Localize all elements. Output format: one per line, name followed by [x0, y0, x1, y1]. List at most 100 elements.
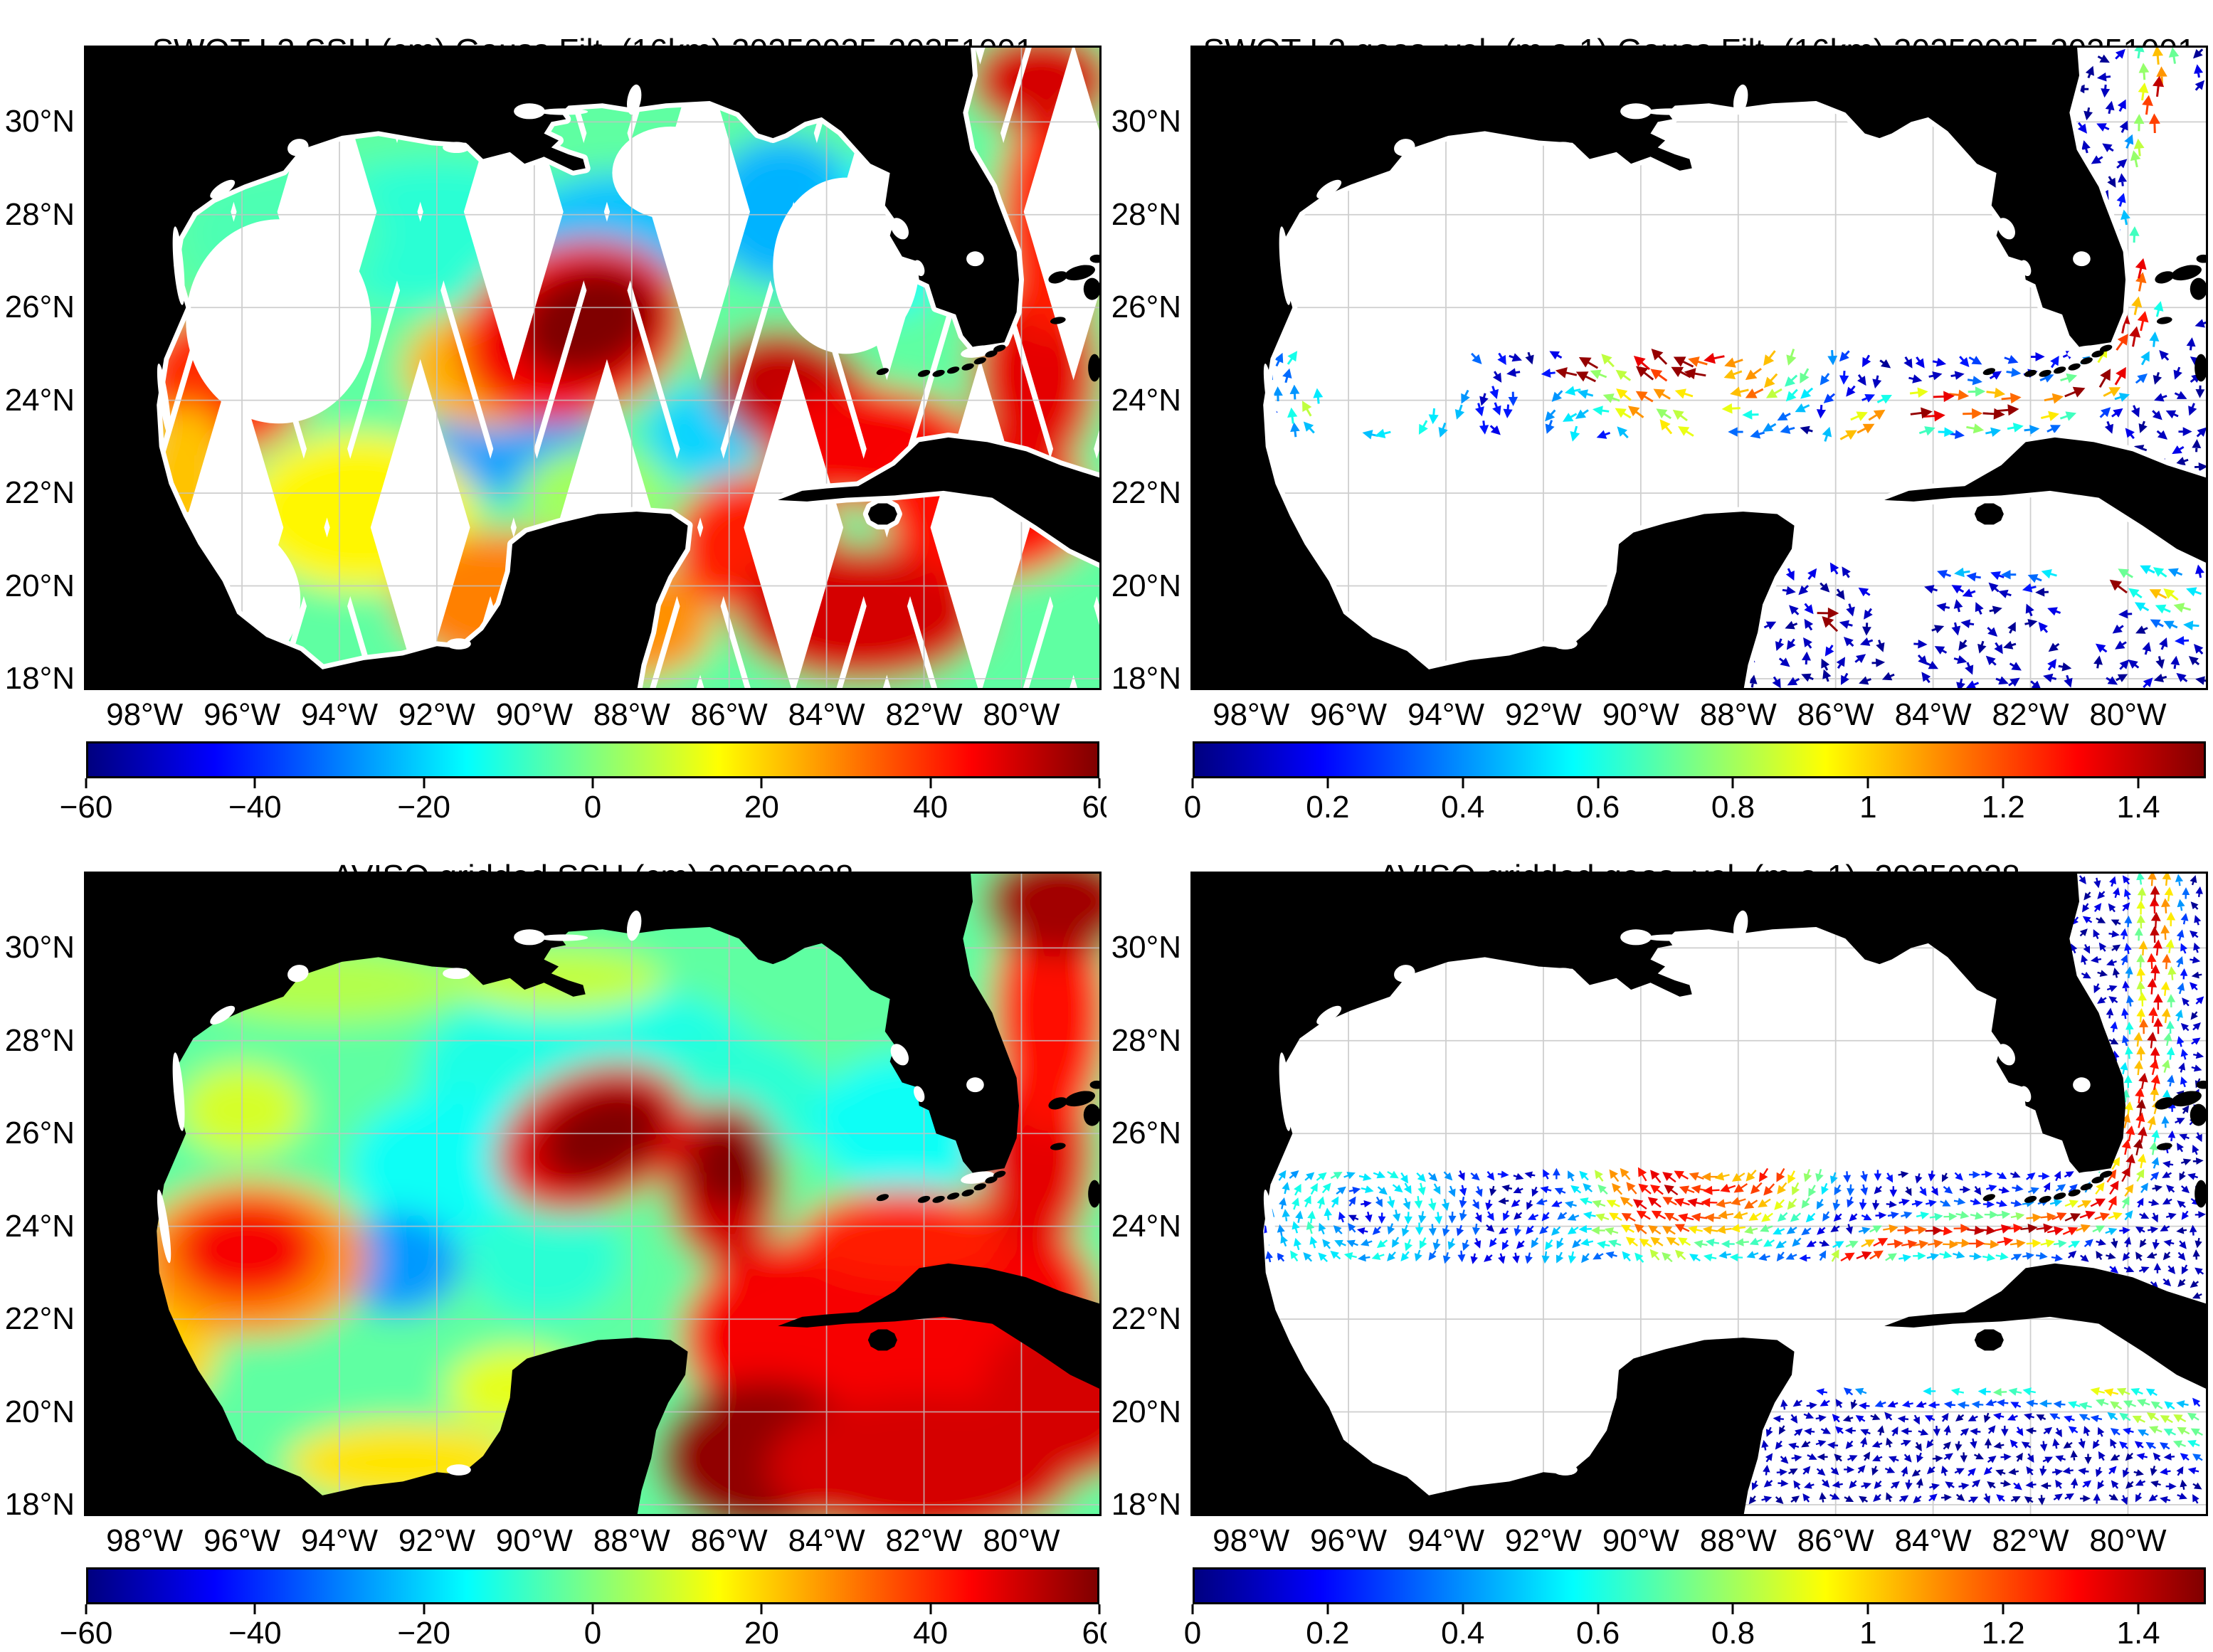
- colorbar-tick-label: 0.6: [1576, 1616, 1620, 1651]
- lon-tick-label: 90°W: [495, 697, 573, 732]
- lon-tick-label: 88°W: [1699, 1523, 1777, 1558]
- colorbar-tick-mark: [591, 1604, 594, 1614]
- map-frame: 30°N 28°N 26°N 24°N 22°N 20°N 18°N: [1111, 872, 2208, 1522]
- lon-tick-label: 80°W: [2089, 697, 2167, 732]
- lon-tick-label: 98°W: [106, 697, 184, 732]
- lat-tick-label: 28°N: [1111, 196, 1181, 232]
- colorbar-tick-label: 1: [1859, 1616, 1877, 1651]
- lat-tick-label: 22°N: [4, 1301, 75, 1337]
- lon-tick-label: 98°W: [1213, 1523, 1290, 1558]
- lon-tick-label: 82°W: [1992, 1523, 2069, 1558]
- lon-tick-label: 96°W: [204, 697, 281, 732]
- lat-tick-label: 18°N: [4, 660, 75, 696]
- colorbar-tick-mark: [1597, 1604, 1600, 1614]
- lon-tick-label: 92°W: [398, 697, 475, 732]
- colorbar-tick-mark: [423, 1604, 426, 1614]
- velocity-arrows: [1264, 48, 2206, 688]
- lon-tick-label: 92°W: [398, 1523, 475, 1558]
- map-frame: 30°N 28°N 26°N 24°N 22°N 20°N 18°N: [5, 46, 1102, 696]
- map-swot-ssh: [86, 48, 1099, 688]
- lat-tick-label: 18°N: [4, 1486, 75, 1522]
- colorbar-tick-label: 0: [583, 790, 602, 825]
- lon-tick-label: 98°W: [106, 1523, 184, 1558]
- colorbar-tick-mark: [1731, 1604, 1734, 1614]
- colorbar-tick-label: 0.4: [1441, 790, 1485, 825]
- colorbar-velocity: 0 0.2 0.4 0.6 0.8 1 1.2 1.4: [1184, 1567, 2206, 1651]
- colorbar-tick-label: 60: [1082, 790, 1106, 825]
- lat-tick-label: 20°N: [1111, 1394, 1181, 1429]
- lon-tick-label: 86°W: [690, 697, 768, 732]
- colorbar-tick-label: 60: [1082, 1616, 1106, 1651]
- colorbar-gradient: [86, 1567, 1099, 1604]
- colorbar-tick-label: −20: [397, 1616, 450, 1651]
- colorbar-tick-label: −40: [228, 790, 282, 825]
- colorbar-tick-mark: [591, 778, 594, 788]
- colorbar-tick-mark: [1866, 1604, 1869, 1614]
- colorbar-tick-label: −40: [228, 1616, 282, 1651]
- colorbar-tick-label: −60: [59, 790, 113, 825]
- colorbar-tick-mark: [1098, 778, 1101, 788]
- lon-tick-label: 96°W: [1310, 697, 1388, 732]
- panel-aviso-vel: AVISO gridded geos. vel. (m s-1) 2025092…: [1106, 826, 2213, 1652]
- colorbar-tick-mark: [760, 778, 763, 788]
- lon-tick-label: 92°W: [1504, 1523, 1582, 1558]
- lat-tick-label: 28°N: [1111, 1022, 1181, 1058]
- colorbar-tick-mark: [1597, 778, 1600, 788]
- colorbar-tick-label: 40: [913, 1616, 949, 1651]
- lat-tick-label: 24°N: [4, 382, 75, 418]
- lat-tick-label: 18°N: [1111, 1486, 1181, 1522]
- lon-axis: 98°W 96°W 94°W 92°W 90°W 88°W 86°W 84°W 82°W 80°W: [86, 1523, 1099, 1559]
- colorbar-tick-label: 0.6: [1576, 790, 1620, 825]
- panel-swot-ssh: SWOT L2 SSH (cm) Gauss Filt. (16km) 2025…: [0, 0, 1106, 826]
- colorbar-tick-mark: [253, 778, 256, 788]
- colorbar-tick-label: 1.4: [2116, 1616, 2160, 1651]
- lon-tick-label: 96°W: [204, 1523, 281, 1558]
- colorbar-tick-mark: [760, 1604, 763, 1614]
- colorbar-tick-label: 20: [744, 790, 779, 825]
- colorbar-tick-mark: [2002, 778, 2005, 788]
- lon-tick-label: 90°W: [1602, 1523, 1679, 1558]
- lat-tick-label: 22°N: [4, 475, 75, 511]
- colorbar-tick-mark: [1326, 778, 1329, 788]
- colorbar-tick-mark: [1866, 778, 1869, 788]
- map-swot-velocity: [1193, 48, 2206, 688]
- lat-tick-label: 28°N: [4, 196, 75, 232]
- colorbar-tick-mark: [253, 1604, 256, 1614]
- colorbar-gradient: [86, 741, 1099, 778]
- colorbar-ssh: −60 −40 −20 0 20 40 60: [60, 1567, 1106, 1651]
- lon-tick-label: 80°W: [2089, 1523, 2167, 1558]
- lat-tick-label: 26°N: [4, 1116, 75, 1151]
- colorbar-tick-label: 0.2: [1306, 1616, 1350, 1651]
- colorbar-tick-mark: [85, 1604, 88, 1614]
- map-aviso-ssh: [86, 874, 1099, 1514]
- lon-tick-label: 82°W: [885, 1523, 963, 1558]
- lon-axis: 98°W 96°W 94°W 92°W 90°W 88°W 86°W 84°W 82°W 80°W: [1193, 1523, 2206, 1559]
- colorbar-tick-mark: [1191, 1604, 1194, 1614]
- lon-tick-label: 80°W: [983, 1523, 1060, 1558]
- colorbar-tick-mark: [1191, 778, 1194, 788]
- colorbar-tick-label: 0: [583, 1616, 602, 1651]
- colorbar-tick-mark: [1462, 778, 1464, 788]
- colorbar-gradient: [1193, 1567, 2206, 1604]
- lon-tick-label: 90°W: [1602, 697, 1679, 732]
- lon-tick-label: 94°W: [1407, 1523, 1485, 1558]
- map-aviso-velocity: [1193, 874, 2206, 1514]
- lat-tick-label: 30°N: [4, 104, 75, 139]
- colorbar-tick-label: 40: [913, 790, 949, 825]
- lon-tick-label: 88°W: [593, 1523, 670, 1558]
- lat-tick-label: 20°N: [4, 568, 75, 603]
- lon-tick-label: 84°W: [788, 1523, 865, 1558]
- colorbar-tick-label: 0.8: [1711, 1616, 1755, 1651]
- colorbar-tick-label: 0.4: [1441, 1616, 1485, 1651]
- lon-tick-label: 80°W: [983, 697, 1060, 732]
- colorbar-tick-label: 1.4: [2116, 790, 2160, 825]
- colorbar-tick-mark: [85, 778, 88, 788]
- lon-tick-label: 84°W: [1894, 697, 1972, 732]
- lon-tick-label: 86°W: [1797, 1523, 1874, 1558]
- colorbar-tick-label: 1.2: [1981, 1616, 2025, 1651]
- colorbar-tick-label: 0: [1183, 790, 1202, 825]
- lat-tick-label: 20°N: [1111, 568, 1181, 603]
- lat-tick-label: 22°N: [1111, 1301, 1181, 1337]
- lon-tick-label: 82°W: [1992, 697, 2069, 732]
